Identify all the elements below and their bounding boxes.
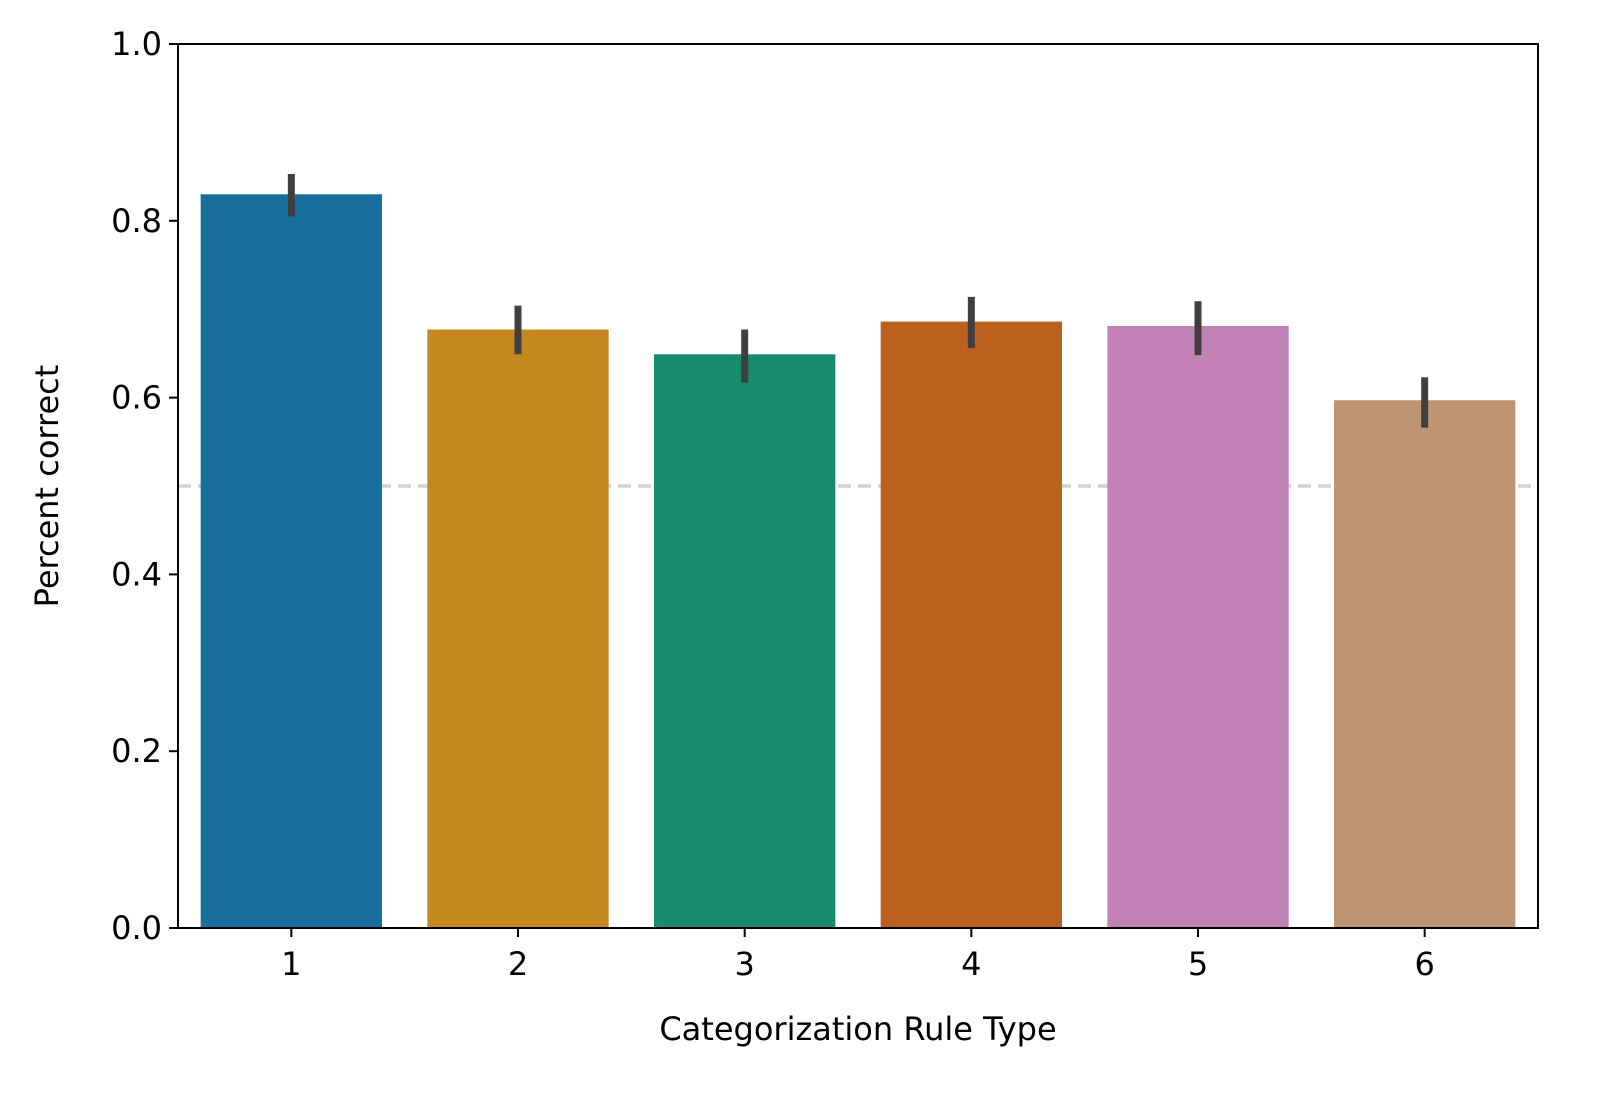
plot-frame — [177, 43, 1539, 929]
y-tick-label: 0.0 — [111, 909, 162, 947]
x-tick-label: 2 — [508, 945, 528, 983]
x-tick-label: 4 — [961, 945, 981, 983]
bar-rule-type-4 — [880, 321, 1062, 928]
y-tick-label: 0.6 — [111, 379, 162, 417]
y-tick-label: 1.0 — [111, 25, 162, 63]
y-tick-label: 0.2 — [111, 732, 162, 770]
y-tick-label: 0.4 — [111, 555, 162, 593]
error-bars-layer — [287, 173, 1429, 428]
y-axis-label: Percent correct — [28, 365, 66, 608]
y-tick-label: 0.8 — [111, 202, 162, 240]
bars-layer — [200, 194, 1516, 929]
bar-rule-type-6 — [1334, 400, 1516, 928]
x-axis-label: Categorization Rule Type — [659, 1010, 1056, 1048]
x-tick-label: 3 — [734, 945, 754, 983]
x-tick-label: 1 — [281, 945, 301, 983]
x-axis: 1 2 3 4 5 6 — [281, 928, 1435, 983]
y-axis: 0.0 0.2 0.4 0.6 0.8 1.0 — [111, 25, 178, 947]
bar-rule-type-3 — [654, 354, 836, 928]
bar-rule-type-1 — [200, 194, 382, 928]
bar-rule-type-5 — [1107, 325, 1289, 929]
x-tick-label: 6 — [1414, 945, 1434, 983]
x-tick-label: 5 — [1188, 945, 1208, 983]
bar-rule-type-2 — [427, 329, 609, 929]
